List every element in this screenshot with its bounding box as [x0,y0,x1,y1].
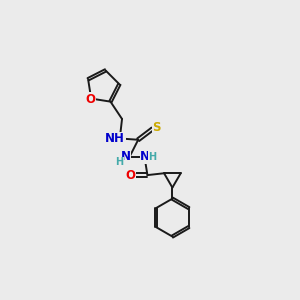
Text: H: H [148,152,157,162]
Text: N: N [121,150,130,163]
Text: O: O [86,92,96,106]
Text: N: N [140,150,150,163]
Text: O: O [125,169,135,182]
Text: S: S [152,121,161,134]
Text: H: H [115,157,123,167]
Text: NH: NH [105,132,125,145]
